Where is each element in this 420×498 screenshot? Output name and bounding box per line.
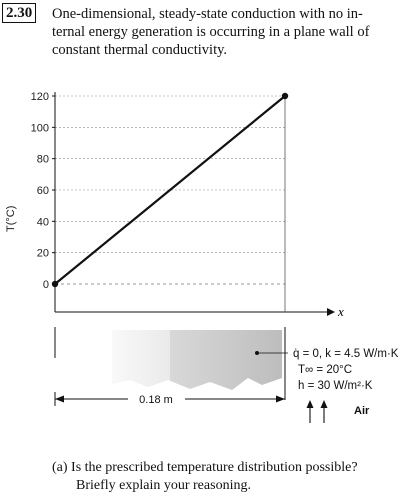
- statement-line-3: constant thermal conductivity.: [52, 42, 228, 58]
- y-tick-group: 0 20 40 60 80 100 120: [31, 91, 55, 291]
- temperature-profile-line: [54, 95, 286, 285]
- air-flow-arrow-2: [320, 400, 328, 423]
- y-tick-label-0: 0: [43, 279, 49, 291]
- thickness-label: 0.18 m: [139, 394, 173, 406]
- problem-number: 2.30: [2, 3, 37, 23]
- data-point-start: [51, 280, 59, 288]
- question-part-a-line-1: (a) Is the prescribed temperature distri…: [52, 460, 358, 475]
- wall-shading: [112, 330, 282, 390]
- y-tick-label-100: 100: [31, 122, 49, 134]
- chart-gridlines: [55, 95, 285, 285]
- statement-line-2: ternal energy generation is occurring in…: [52, 24, 370, 40]
- question-part-a: (a) Is the prescribed temperature distri…: [52, 459, 358, 495]
- x-axis-label: x: [337, 304, 344, 319]
- y-tick-label-20: 20: [37, 248, 49, 260]
- thickness-arrow-right: [276, 395, 285, 403]
- question-part-a-line-2: Briefly explain your reasoning.: [76, 478, 251, 493]
- air-label: Air: [354, 405, 370, 417]
- props-line-1: q̇ = 0, k = 4.5 W/m·K: [293, 348, 399, 360]
- props-line-3: h = 30 W/m²·K: [298, 380, 373, 392]
- y-axis-label: T(°C): [5, 206, 17, 232]
- y-tick-label-120: 120: [31, 91, 49, 103]
- props-line-2: T∞ = 20°C: [298, 364, 352, 376]
- data-point-end: [281, 92, 289, 100]
- statement-line-1: One-dimensional, steady-state conduction…: [52, 6, 363, 22]
- y-tick-label-60: 60: [37, 185, 49, 197]
- air-flow-arrow-1: [306, 400, 314, 423]
- thickness-arrow-left: [55, 395, 64, 403]
- y-tick-label-40: 40: [37, 216, 49, 228]
- wall-shading-fade: [112, 330, 170, 387]
- y-tick-label-80: 80: [37, 154, 49, 166]
